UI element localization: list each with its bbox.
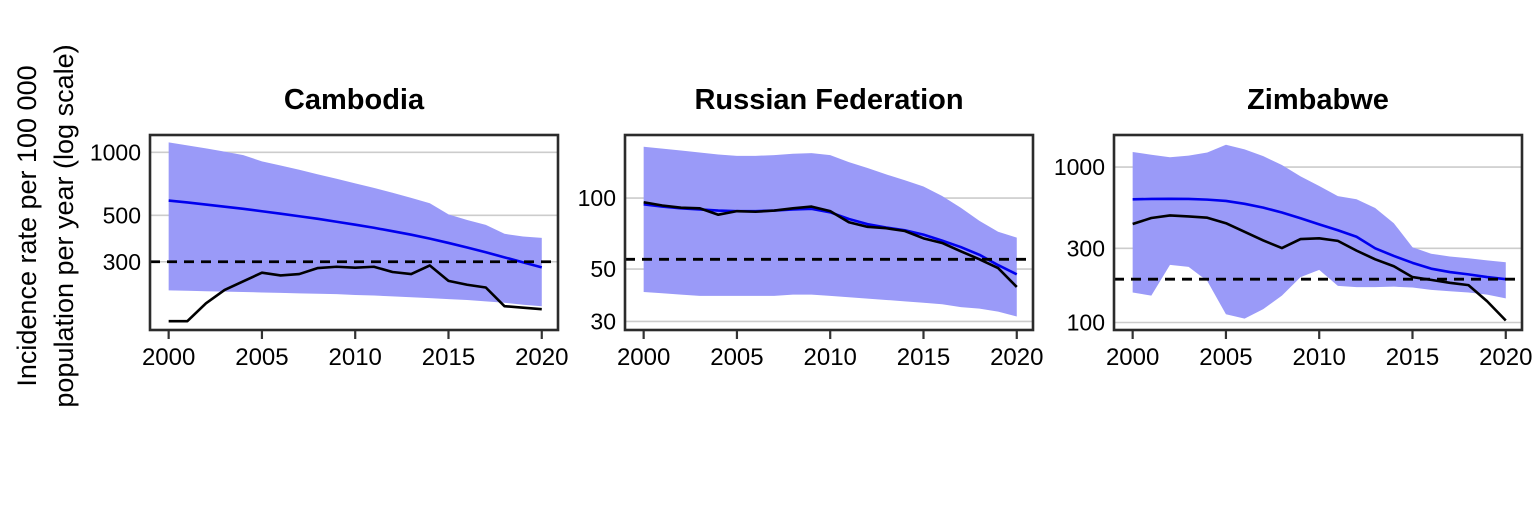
observed-line xyxy=(643,200,1018,288)
x-tick-label: 2020 xyxy=(1479,344,1532,371)
chart-svg-russian-federation: 2000 2005 2010 2015 2020 100 50 30 xyxy=(578,133,1043,371)
x-tick-label: 2010 xyxy=(1293,344,1346,371)
panel-title-russian-federation: Russian Federation xyxy=(694,84,964,116)
uncertainty-band xyxy=(643,146,1017,317)
x-tick-label: 2005 xyxy=(235,344,288,371)
chart-svg-cambodia: 2000 2005 2010 2015 2020 1000 500 300 xyxy=(90,133,568,371)
y-tick-label: 100 xyxy=(578,185,616,211)
x-tick-label: 2020 xyxy=(990,344,1043,371)
panel-frame xyxy=(148,133,560,332)
x-tick-label: 2015 xyxy=(422,344,475,371)
y-tick-label: 500 xyxy=(103,202,141,228)
estimate-line xyxy=(168,199,543,269)
y-tick-label: 30 xyxy=(590,308,616,334)
x-tick-label: 2000 xyxy=(142,344,195,371)
uncertainty-band xyxy=(1132,144,1506,319)
estimate-line xyxy=(1132,197,1506,281)
y-axis-label-line1: Incidence rate per 100 000 xyxy=(12,65,42,387)
x-tick-label: 2005 xyxy=(710,344,763,371)
observed-line xyxy=(1132,214,1507,322)
y-tick-label: 300 xyxy=(103,249,141,275)
y-tick-label: 1000 xyxy=(1054,154,1105,180)
panel-frame xyxy=(623,133,1035,332)
y-tick-label: 300 xyxy=(1067,235,1105,261)
x-tick-label: 2010 xyxy=(329,344,382,371)
y-tick-label: 50 xyxy=(590,256,616,282)
chart-svg-zimbabwe: 2000 2005 2010 2015 2020 1000 300 100 xyxy=(1054,133,1532,371)
panel-title-cambodia: Cambodia xyxy=(283,84,425,116)
x-tick-label: 2000 xyxy=(1106,344,1159,371)
y-tick-label: 100 xyxy=(1067,310,1105,336)
panel-title-zimbabwe: Zimbabwe xyxy=(1247,84,1389,116)
x-tick-label: 2005 xyxy=(1199,344,1252,371)
x-tick-label: 2015 xyxy=(1386,344,1439,371)
x-tick-label: 2015 xyxy=(897,344,950,371)
x-tick-label: 2010 xyxy=(804,344,857,371)
y-tick-label: 1000 xyxy=(90,139,141,165)
x-tick-label: 2000 xyxy=(617,344,670,371)
x-tick-label: 2020 xyxy=(515,344,568,371)
panel-frame xyxy=(1112,133,1524,332)
observed-line xyxy=(168,264,542,323)
